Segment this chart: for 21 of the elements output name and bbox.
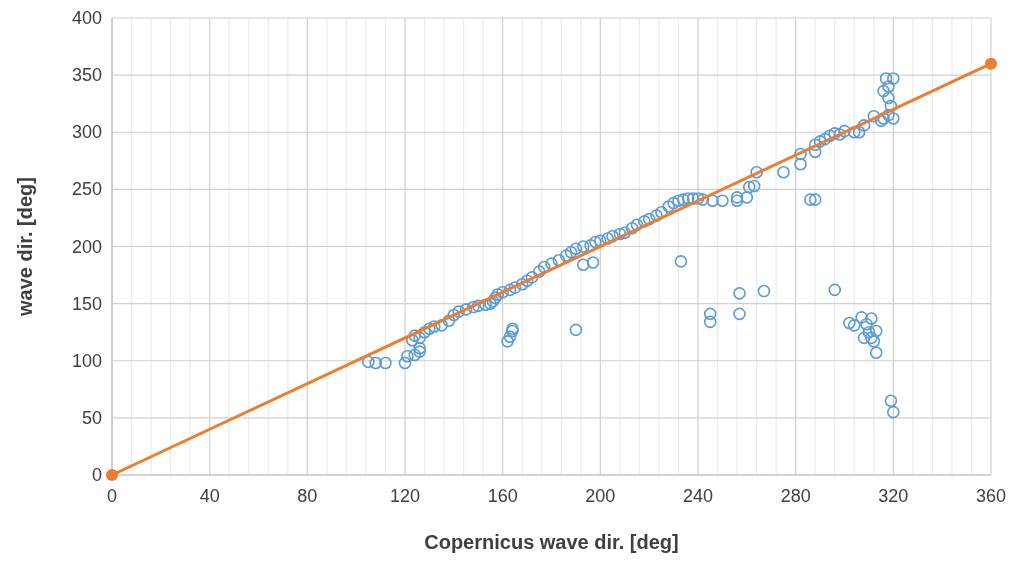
- x-tick-label: 0: [106, 486, 118, 506]
- y-tick-label: 0: [91, 465, 102, 485]
- y-tick-label: 300: [71, 122, 102, 143]
- y-tick-label: 250: [71, 179, 102, 200]
- x-tick-label: 160: [487, 486, 518, 506]
- y-axis-title: wave dir. [deg]: [14, 177, 36, 317]
- x-tick-label: 320: [878, 486, 909, 506]
- x-tick-label: 240: [682, 486, 714, 506]
- x-tick-label: 280: [780, 486, 811, 506]
- y-tick-label: 50: [81, 407, 102, 428]
- x-tick-label: 80: [297, 486, 318, 506]
- y-tick-label: 200: [71, 236, 102, 257]
- x-axis-title: Copernicus wave dir. [deg]: [424, 531, 679, 553]
- x-tick-label: 40: [199, 486, 220, 506]
- x-tick-label: 360: [975, 486, 1007, 506]
- x-tick-label: 120: [389, 486, 421, 506]
- x-tick-label: 200: [585, 486, 616, 506]
- y-tick-label: 150: [71, 293, 102, 314]
- y-tick-label: 350: [71, 65, 102, 86]
- y-tick-label: 400: [71, 8, 102, 28]
- y-tick-label: 100: [71, 350, 102, 371]
